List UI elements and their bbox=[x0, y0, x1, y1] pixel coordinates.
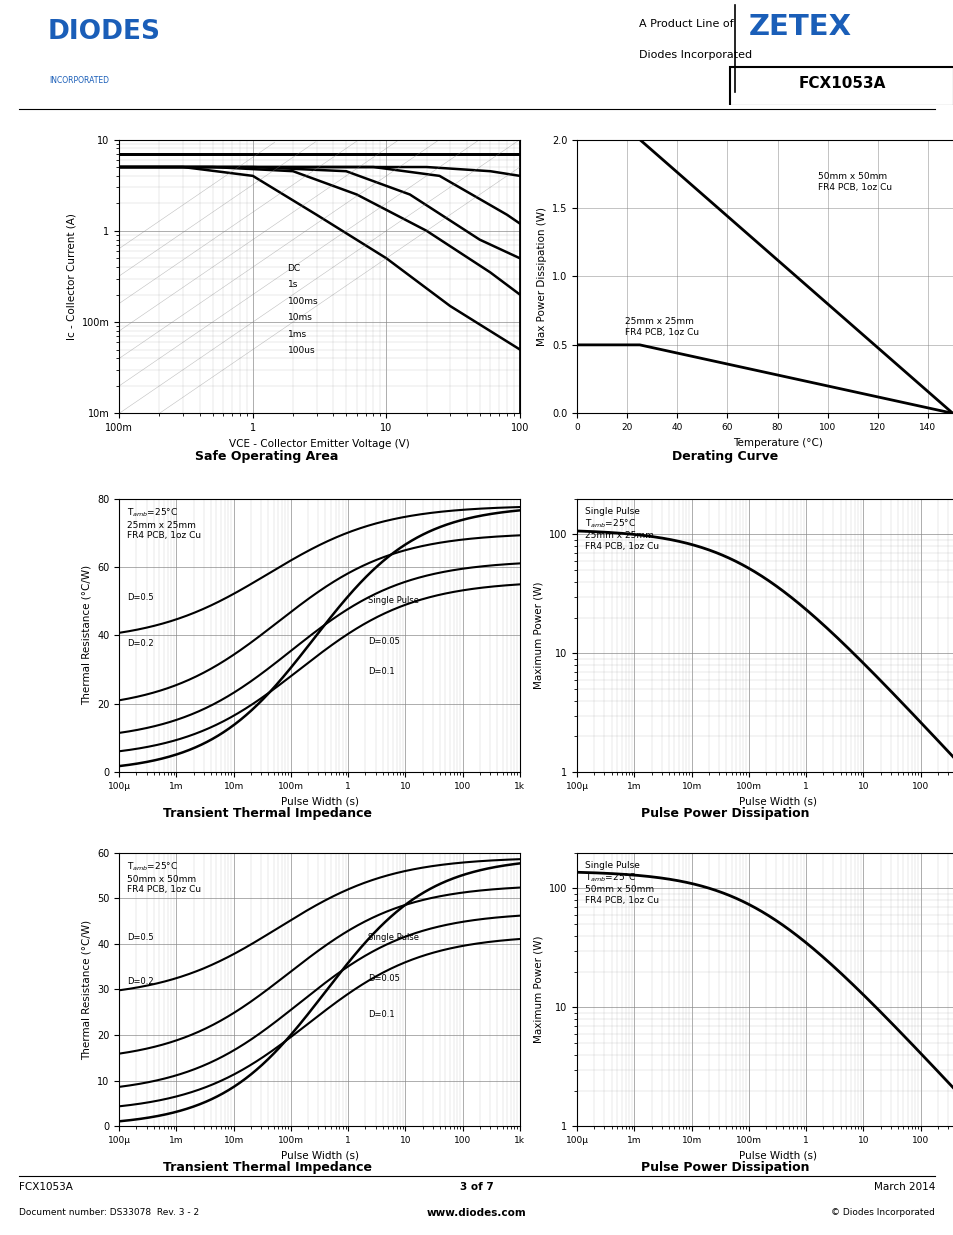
Text: A Product Line of: A Product Line of bbox=[639, 19, 733, 28]
Text: Safe Operating Area: Safe Operating Area bbox=[195, 451, 338, 463]
Text: Transient Thermal Impedance: Transient Thermal Impedance bbox=[162, 806, 372, 820]
Text: ZETEX: ZETEX bbox=[748, 12, 851, 41]
Text: D=0.1: D=0.1 bbox=[367, 667, 394, 676]
Text: 1ms: 1ms bbox=[287, 330, 306, 338]
Text: 25mm x 25mm
FR4 PCB, 1oz Cu: 25mm x 25mm FR4 PCB, 1oz Cu bbox=[624, 317, 699, 337]
Text: Transient Thermal Impedance: Transient Thermal Impedance bbox=[162, 1161, 372, 1173]
Text: 3 of 7: 3 of 7 bbox=[459, 1182, 494, 1192]
Text: Pulse Power Dissipation: Pulse Power Dissipation bbox=[640, 806, 808, 820]
X-axis label: VCE - Collector Emitter Voltage (V): VCE - Collector Emitter Voltage (V) bbox=[229, 438, 410, 448]
Text: D=0.5: D=0.5 bbox=[127, 593, 153, 601]
Text: D=0.2: D=0.2 bbox=[127, 977, 153, 986]
Text: D=0.2: D=0.2 bbox=[127, 640, 153, 648]
Text: D=0.05: D=0.05 bbox=[367, 974, 399, 983]
Y-axis label: Maximum Power (W): Maximum Power (W) bbox=[533, 936, 543, 1044]
Text: Diodes Incorporated: Diodes Incorporated bbox=[639, 51, 752, 61]
Text: D=0.05: D=0.05 bbox=[367, 636, 399, 646]
Text: D=0.1: D=0.1 bbox=[367, 1010, 394, 1019]
Y-axis label: Max Power Dissipation (W): Max Power Dissipation (W) bbox=[536, 207, 546, 346]
Text: 50mm x 50mm
FR4 PCB, 1oz Cu: 50mm x 50mm FR4 PCB, 1oz Cu bbox=[817, 173, 891, 191]
Text: 10ms: 10ms bbox=[287, 314, 312, 322]
Text: Single Pulse: Single Pulse bbox=[367, 595, 418, 605]
Text: 1s: 1s bbox=[287, 280, 297, 289]
Y-axis label: Thermal Resistance (°C/W): Thermal Resistance (°C/W) bbox=[82, 566, 91, 705]
Text: DC: DC bbox=[287, 264, 300, 273]
Y-axis label: Maximum Power (W): Maximum Power (W) bbox=[533, 582, 543, 689]
Text: Single Pulse
T$_{amb}$=25°C
25mm x 25mm
FR4 PCB, 1oz Cu: Single Pulse T$_{amb}$=25°C 25mm x 25mm … bbox=[584, 506, 659, 551]
FancyBboxPatch shape bbox=[729, 67, 953, 106]
Text: FCX1053A: FCX1053A bbox=[19, 1182, 72, 1192]
Text: FCX1053A: FCX1053A bbox=[798, 77, 885, 91]
X-axis label: Pulse Width (s): Pulse Width (s) bbox=[280, 797, 358, 806]
Text: 100us: 100us bbox=[287, 346, 314, 356]
X-axis label: Temperature (°C): Temperature (°C) bbox=[732, 437, 821, 447]
X-axis label: Pulse Width (s): Pulse Width (s) bbox=[738, 797, 816, 806]
Y-axis label: Ic - Collector Current (A): Ic - Collector Current (A) bbox=[66, 212, 76, 340]
Text: March 2014: March 2014 bbox=[873, 1182, 934, 1192]
Text: INCORPORATED: INCORPORATED bbox=[50, 75, 110, 84]
Text: Pulse Power Dissipation: Pulse Power Dissipation bbox=[640, 1161, 808, 1173]
Text: Single Pulse: Single Pulse bbox=[367, 934, 418, 942]
Text: DIODES: DIODES bbox=[48, 19, 160, 44]
Text: Single Pulse
T$_{amb}$=25°C
50mm x 50mm
FR4 PCB, 1oz Cu: Single Pulse T$_{amb}$=25°C 50mm x 50mm … bbox=[584, 861, 659, 905]
X-axis label: Pulse Width (s): Pulse Width (s) bbox=[280, 1151, 358, 1161]
Text: T$_{amb}$=25°C
50mm x 50mm
FR4 PCB, 1oz Cu: T$_{amb}$=25°C 50mm x 50mm FR4 PCB, 1oz … bbox=[127, 861, 201, 894]
Text: Document number: DS33078  Rev. 3 - 2: Document number: DS33078 Rev. 3 - 2 bbox=[19, 1208, 199, 1218]
X-axis label: Pulse Width (s): Pulse Width (s) bbox=[738, 1151, 816, 1161]
Text: www.diodes.com: www.diodes.com bbox=[427, 1208, 526, 1218]
Text: © Diodes Incorporated: © Diodes Incorporated bbox=[830, 1208, 934, 1218]
Text: Derating Curve: Derating Curve bbox=[671, 451, 778, 463]
Text: T$_{amb}$=25°C
25mm x 25mm
FR4 PCB, 1oz Cu: T$_{amb}$=25°C 25mm x 25mm FR4 PCB, 1oz … bbox=[127, 506, 201, 540]
Text: 100ms: 100ms bbox=[287, 296, 318, 306]
Y-axis label: Thermal Resistance (°C/W): Thermal Resistance (°C/W) bbox=[82, 919, 91, 1060]
Text: D=0.5: D=0.5 bbox=[127, 934, 153, 942]
